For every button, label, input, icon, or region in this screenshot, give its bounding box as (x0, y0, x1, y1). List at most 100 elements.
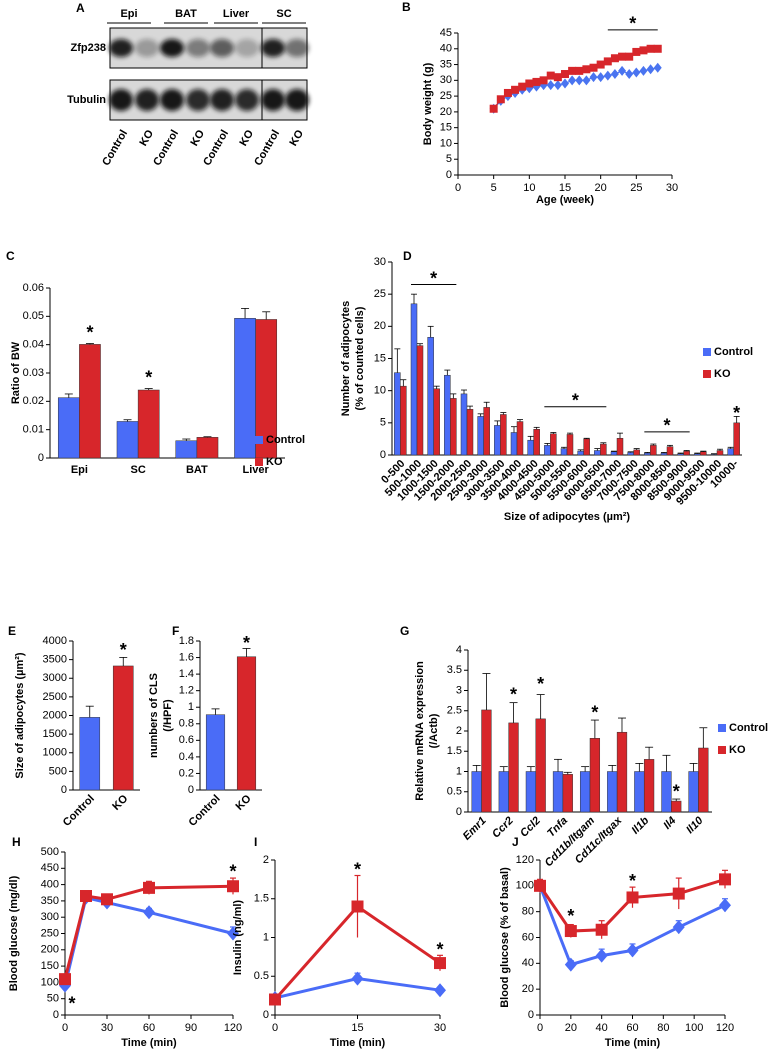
point (719, 898, 731, 913)
point (595, 948, 608, 963)
point (143, 905, 155, 920)
lane-label: KO (287, 128, 306, 149)
x-tick-label: Emr1 (461, 815, 489, 843)
bar (196, 437, 219, 459)
y-tick-label: 0 (263, 1009, 269, 1021)
bar (650, 445, 657, 456)
x-tick-label: KO (110, 792, 130, 812)
lane-label: KO (237, 128, 256, 149)
point (589, 72, 598, 83)
point (646, 44, 655, 53)
significance-star: * (673, 781, 680, 801)
bar (79, 344, 101, 459)
blot-band (235, 89, 259, 111)
bar (660, 452, 668, 456)
x-tick-label: 60 (626, 1022, 638, 1034)
bar (627, 452, 634, 456)
x-tick-label: 10 (523, 182, 535, 194)
y-tick-label: 3000 (43, 672, 67, 684)
point (596, 72, 605, 83)
point (553, 73, 562, 82)
point (575, 66, 584, 75)
blot-band (135, 89, 159, 111)
x-tick-label: Epi (71, 464, 88, 476)
lane-label: KO (188, 128, 207, 149)
y-axis-title: Size of adipocytes (µm²) (14, 652, 26, 778)
bar (410, 303, 418, 456)
point (561, 78, 569, 89)
point (143, 881, 155, 894)
point (80, 890, 92, 903)
blot-row-label: Tubulin (67, 94, 106, 106)
bar (677, 453, 684, 456)
significance-star: * (629, 14, 636, 34)
blot-band (186, 39, 210, 57)
bar (671, 800, 682, 813)
bar (594, 450, 601, 456)
y-tick-label: 0.06 (23, 282, 44, 294)
x-axis-title: Age (week) (536, 194, 594, 206)
blot-column-label: Epi (120, 8, 137, 20)
y-tick-label: 25 (440, 90, 452, 102)
point (603, 57, 612, 66)
y-axis-title: Blood glucose (% of basal) (499, 867, 511, 1008)
y-axis-title: Ratio of BW (10, 341, 22, 404)
point (646, 64, 655, 75)
point (610, 54, 619, 63)
y-tick-label: 0 (456, 806, 462, 818)
legend-label: KO (266, 456, 283, 468)
y-axis-title: Blood glucose (mg/dl) (8, 875, 20, 991)
bar (79, 717, 101, 791)
panel-letter: D (403, 249, 412, 263)
y-tick-label: 2.5 (447, 705, 462, 717)
x-tick-label: 5 (491, 182, 497, 194)
significance-star: * (591, 703, 598, 723)
x-tick-label: 30 (434, 1022, 446, 1034)
y-tick-label: 150 (41, 960, 59, 972)
point (534, 879, 546, 892)
y-tick-label: 25 (374, 288, 386, 300)
bar (236, 656, 257, 791)
x-axis-title: Time (min) (121, 1037, 177, 1049)
significance-star: * (145, 368, 152, 388)
bar (433, 388, 440, 456)
bar (634, 771, 645, 813)
blot-band (261, 89, 285, 111)
x-tick-label: 25 (630, 182, 642, 194)
point (582, 75, 591, 86)
bar (498, 771, 509, 813)
y-tick-label: 1 (456, 765, 462, 777)
y-axis-title: (/HPF) (162, 699, 174, 732)
x-tick-label: 120 (224, 1022, 242, 1034)
blot-row-label: Zfp238 (71, 42, 106, 54)
x-tick-label: 30 (666, 182, 678, 194)
y-tick-label: 0.4 (179, 751, 194, 763)
bar (616, 438, 624, 456)
significance-star: * (733, 403, 740, 423)
x-tick-label: 20 (595, 182, 607, 194)
bar (112, 665, 134, 791)
panel-letter: J (512, 835, 519, 849)
point (227, 880, 239, 893)
y-tick-label: 1500 (43, 728, 67, 740)
y-tick-label: 300 (41, 911, 59, 923)
bar (698, 747, 709, 813)
panel-letter: C (6, 249, 15, 263)
point (561, 70, 569, 79)
significance-star: * (68, 994, 75, 1014)
panel-letter: B (402, 0, 411, 14)
significance-star: * (629, 871, 636, 891)
y-tick-label: 1000 (43, 747, 67, 759)
x-tick-label: 15 (559, 182, 571, 194)
point (589, 63, 598, 72)
point (568, 66, 577, 75)
bar (175, 440, 198, 459)
bar (525, 771, 537, 813)
point (632, 47, 641, 56)
bar (700, 451, 707, 456)
y-tick-label: 3 (456, 684, 462, 696)
y-tick-label: 450 (41, 862, 59, 874)
y-tick-label: 5 (446, 153, 452, 165)
bar (466, 409, 474, 456)
point (575, 75, 584, 86)
